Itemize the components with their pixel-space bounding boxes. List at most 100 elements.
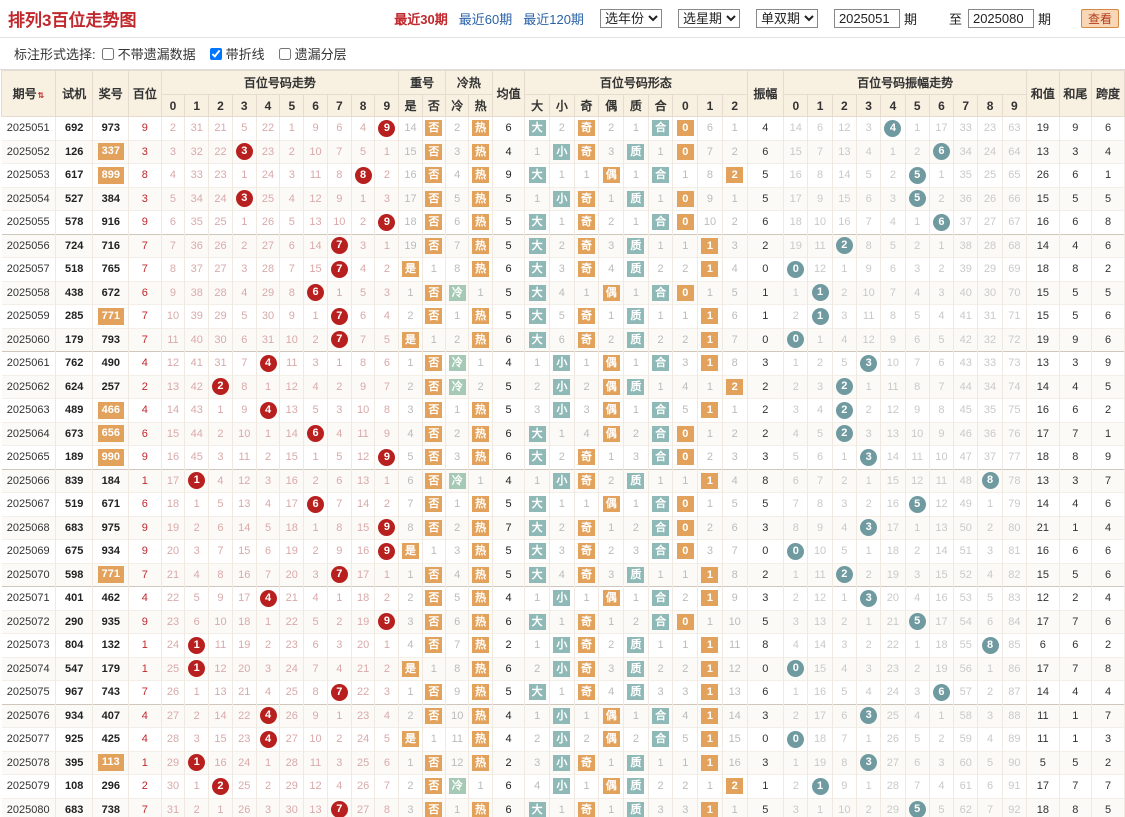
award-value: 935 bbox=[101, 615, 120, 628]
trend-cell: 1 bbox=[184, 680, 210, 704]
trend-cell: 2 bbox=[303, 328, 328, 352]
shape-miss: 2 bbox=[632, 427, 639, 440]
shape-cell: 奇 bbox=[574, 469, 600, 493]
amp-ball: 8 bbox=[981, 636, 999, 654]
trend-cell: 9 bbox=[232, 398, 257, 422]
trend-cell: 14 bbox=[208, 704, 233, 728]
shape-miss: 3 bbox=[682, 803, 689, 816]
shape-mark: 偶 bbox=[602, 590, 620, 607]
shape-cell: 2 bbox=[598, 633, 625, 657]
option-line[interactable]: 带折线 bbox=[204, 44, 265, 63]
shape-mark: 2 bbox=[726, 378, 744, 395]
amp-trend-cell: 10 bbox=[880, 351, 906, 375]
amp-miss: 1 bbox=[792, 286, 799, 299]
trend-cell: 7 bbox=[303, 657, 328, 681]
miss-value: 7 bbox=[383, 380, 390, 393]
amp-trend-cell: 69 bbox=[1002, 257, 1028, 281]
shape-miss: 4 bbox=[731, 474, 738, 487]
amp-miss: 63 bbox=[1008, 122, 1021, 135]
hotcold-cell: 12 bbox=[445, 751, 470, 775]
miss-value: 10 bbox=[309, 733, 322, 746]
range-link-120[interactable]: 最近120期 bbox=[523, 12, 584, 27]
miss-value: 23 bbox=[238, 733, 251, 746]
shape-cell: 大 bbox=[524, 680, 551, 704]
parity-select[interactable]: 单双期 bbox=[755, 9, 818, 28]
shape-cell: 偶 bbox=[598, 281, 625, 305]
amp-trend-cell: 3 bbox=[832, 492, 857, 516]
trend-cell: 7 bbox=[279, 257, 305, 281]
option-layer[interactable]: 遗漏分层 bbox=[273, 44, 347, 63]
col-issue-header[interactable]: 期号⇅ bbox=[1, 70, 56, 117]
amp-miss: 14 bbox=[886, 451, 900, 464]
amp-trend-cell: 3 bbox=[856, 704, 882, 728]
miss-value: 8 bbox=[241, 380, 248, 393]
trend-cell: 31 bbox=[161, 798, 186, 817]
amp-trend-cell: 19 bbox=[807, 751, 833, 775]
year-select[interactable]: 选年份 bbox=[599, 9, 662, 28]
hotcold-mark: 热 bbox=[472, 308, 490, 325]
amp-miss: 33 bbox=[959, 122, 972, 135]
tail-cell: 8 bbox=[1059, 257, 1093, 281]
shape-mark: 大 bbox=[528, 684, 546, 701]
amp-trend-cell: 15 bbox=[832, 187, 857, 211]
award-highlight: 466 bbox=[97, 401, 124, 419]
shape-sub-header: 0 bbox=[672, 94, 699, 117]
repeat-cell: 否 bbox=[422, 704, 447, 728]
shape-cell: 大 bbox=[524, 445, 551, 469]
option-no-miss[interactable]: 不带遗漏数据 bbox=[96, 44, 196, 63]
shape-mark: 小 bbox=[553, 707, 571, 724]
test-number-cell: 489 bbox=[55, 398, 94, 422]
shape-cell: 1 bbox=[623, 586, 649, 610]
hotcold-cell: 1 bbox=[468, 469, 493, 493]
amplitude-cell: 3 bbox=[747, 351, 785, 375]
shape-mark: 奇 bbox=[578, 801, 596, 817]
trend-cell: 41 bbox=[184, 351, 210, 375]
repeat-miss: 2 bbox=[407, 709, 414, 722]
trend-cell: 8 bbox=[232, 375, 257, 399]
issue-from-input[interactable] bbox=[833, 9, 900, 28]
query-button[interactable]: 查看 bbox=[1080, 9, 1119, 28]
shape-miss: 3 bbox=[583, 404, 590, 417]
range-link-60[interactable]: 最近60期 bbox=[458, 12, 513, 27]
amp-trend-cell: 2 bbox=[832, 281, 857, 305]
amp-miss: 16 bbox=[813, 686, 827, 699]
shape-miss: 2 bbox=[608, 122, 615, 135]
line-checkbox[interactable] bbox=[209, 47, 222, 60]
award-value: 743 bbox=[101, 686, 120, 699]
shape-cell: 1 bbox=[672, 469, 699, 493]
no-miss-checkbox[interactable] bbox=[101, 47, 114, 60]
weekday-select[interactable]: 选星期 bbox=[677, 9, 740, 28]
amp-trend-cell: 2 bbox=[929, 187, 955, 211]
trend-cell: 10 bbox=[303, 727, 328, 751]
sort-arrows-icon[interactable]: ⇅ bbox=[37, 91, 45, 100]
repeat-cell: 1 bbox=[398, 680, 423, 704]
amp-trend-cell: 21 bbox=[880, 610, 906, 634]
hotcold-cell: 热 bbox=[468, 610, 493, 634]
test-number-cell: 438 bbox=[55, 281, 94, 305]
award-number-cell: 466 bbox=[92, 398, 130, 422]
repeat-miss: 1 bbox=[430, 662, 437, 675]
layer-checkbox[interactable] bbox=[278, 47, 291, 60]
amp-ball: 3 bbox=[860, 519, 878, 537]
hotcold-mark: 热 bbox=[472, 214, 490, 231]
shape-cell: 偶 bbox=[598, 727, 625, 751]
miss-value: 15 bbox=[166, 427, 180, 440]
repeat-miss: 7 bbox=[407, 498, 414, 511]
amp-ball: 6 bbox=[932, 143, 950, 161]
repeat-mark: 否 bbox=[425, 378, 443, 395]
span-cell: 5 bbox=[1091, 187, 1125, 211]
tail-cell: 2 bbox=[1059, 586, 1093, 610]
repeat-mark: 否 bbox=[425, 120, 443, 137]
trend-cell: 44 bbox=[184, 422, 210, 446]
range-link-30[interactable]: 最近30期 bbox=[394, 12, 448, 27]
miss-value: 6 bbox=[288, 239, 295, 252]
hit-ball: 7 bbox=[330, 683, 348, 701]
amp-miss: 10 bbox=[935, 451, 948, 464]
shape-miss: 2 bbox=[657, 662, 664, 675]
trend-cell: 3 bbox=[256, 657, 281, 681]
shape-cell: 质 bbox=[623, 774, 649, 798]
trend-cell: 26 bbox=[208, 234, 233, 258]
amp-trend-cell: 11 bbox=[807, 563, 833, 587]
shape-cell: 偶 bbox=[598, 398, 625, 422]
issue-to-input[interactable] bbox=[967, 9, 1034, 28]
